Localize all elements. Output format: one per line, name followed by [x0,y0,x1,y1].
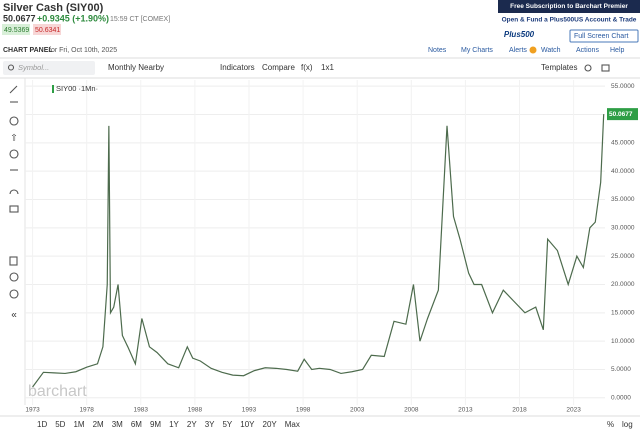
last-price: 50.0677 [3,13,36,23]
x-tick-label: 1998 [296,407,311,414]
y-tick-label: 10.0000 [611,338,635,345]
range-button[interactable]: 1D [37,420,47,429]
settings-icon[interactable] [584,64,592,72]
range-button[interactable]: 5D [55,420,65,429]
y-tick-label: 25.0000 [611,253,635,260]
y-tick-label: 30.0000 [611,225,635,232]
range-button[interactable]: 5Y [222,420,232,429]
symbol-title: Silver Cash (SIY00) [3,2,104,14]
bid-box [2,24,30,35]
info-tool[interactable] [9,149,19,159]
symbol-placeholder[interactable]: Symbol... [18,63,49,72]
price-line [32,114,605,388]
lock-tool[interactable] [9,205,19,213]
x-tick-label: 2013 [458,407,473,414]
range-button[interactable]: 9M [150,420,161,429]
drawing-tools: ⇧ « [9,85,19,321]
trend-tool[interactable] [9,85,18,94]
range-button[interactable]: 20Y [263,420,278,429]
delete-tool[interactable] [9,256,18,266]
alert-badge [529,46,537,54]
legend-swatch [52,85,54,93]
actions-link[interactable]: Actions [576,47,599,54]
fullscreen-label[interactable]: Full Screen Chart [574,33,629,40]
premier-bar[interactable] [498,0,640,13]
range-button[interactable]: 10Y [240,420,255,429]
plus500-link[interactable]: Open & Fund a Plus500US Account & Trade [502,17,637,24]
notes-link[interactable]: Notes [428,47,447,54]
quote-time: 15:59 CT [COMEX] [110,16,170,23]
search-icon [7,64,15,71]
compare-button[interactable]: Compare [262,63,295,72]
last-price-tag [607,108,638,121]
layout-button[interactable]: 1x1 [321,63,334,72]
indicators-button[interactable]: Indicators [220,63,255,72]
x-tick-label: 2003 [350,407,365,414]
alerts-link[interactable]: Alerts [509,47,527,54]
x-tick-label: 1988 [188,407,203,414]
y-tick-label: 45.0000 [611,140,635,147]
range-bar: 1D 5D 1M 2M 3M 6M 9M 1Y 2Y 3Y 5Y 10Y 20Y Max [37,420,300,429]
range-button[interactable]: 1Y [169,420,179,429]
zoom-in[interactable] [9,272,19,282]
ask: 50.6341 [35,27,60,34]
watermark: barchart [28,383,87,400]
period-select[interactable]: Monthly Nearby [108,63,164,72]
y-tick-label: 0.0000 [611,395,631,402]
my-charts-link[interactable]: My Charts [461,47,493,54]
percent-toggle[interactable]: % [607,420,614,429]
legend: SIY00 ·1Mn· [56,84,98,93]
premier-link[interactable]: Free Subscription to Barchart Premier [510,3,628,10]
range-button[interactable]: 3M [112,420,123,429]
fullscreen-button[interactable] [569,29,639,43]
price-change: +0.9345 (+1.90%) [37,13,109,23]
zoom-out[interactable] [9,289,19,299]
range-button[interactable]: 1M [73,420,84,429]
last-price-label: 50.0677 [609,111,633,118]
plus500-logo[interactable]: Plus500 [504,30,535,39]
range-button[interactable]: 2M [93,420,104,429]
log-toggle[interactable]: log [622,420,633,429]
x-tick-label: 2008 [404,407,419,414]
panel-title: CHART PANEL [3,47,53,54]
watch-link[interactable]: Watch [541,47,561,54]
help-link[interactable]: Help [610,47,625,54]
x-tick-label: 1983 [134,407,149,414]
ask-box [33,24,61,35]
x-tick-label: 1993 [242,407,257,414]
y-tick-label: 5.0000 [611,366,631,373]
panel-date: for Fri, Oct 10th, 2025 [49,47,117,54]
range-button[interactable]: 2Y [187,420,197,429]
collapse-tools[interactable]: « [11,310,17,321]
fx-button[interactable]: f(x) [301,63,313,72]
x-tick-label: 1978 [79,407,94,414]
templates-button[interactable]: Templates [541,63,577,72]
y-tick-label: 55.0000 [611,83,635,90]
y-tick-label: 40.0000 [611,168,635,175]
y-tick-label: 20.0000 [611,281,635,288]
y-tick-label: 15.0000 [611,310,635,317]
y-tick-label: 35.0000 [611,196,635,203]
magnet-tool[interactable] [9,189,19,195]
range-button[interactable]: Max [285,420,300,429]
bid: 49.5369 [4,27,29,34]
shape-tool[interactable] [9,116,19,126]
x-tick-label: 2023 [566,407,581,414]
x-tick-label: 2018 [512,407,527,414]
expand-icon[interactable] [601,64,610,72]
pattern-tool[interactable]: ⇧ [10,132,18,142]
symbol-input[interactable] [3,61,95,75]
plot-area: 0.0000 5.0000 10.0000 15.0000 20.0000 25.0000… [25,80,638,414]
range-button[interactable]: 6M [131,420,142,429]
x-tick-label: 1973 [25,407,40,414]
range-button[interactable]: 3Y [205,420,215,429]
